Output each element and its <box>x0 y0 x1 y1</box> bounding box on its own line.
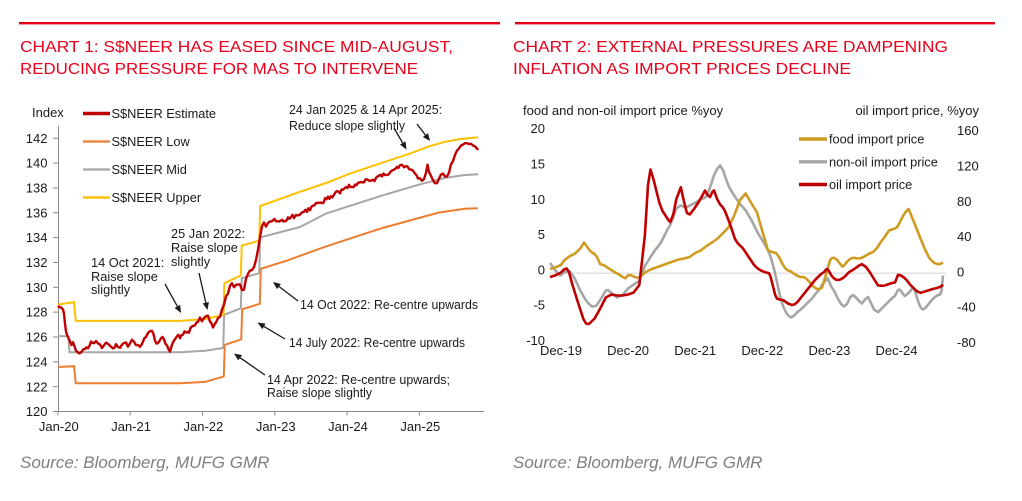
svg-text:5: 5 <box>538 227 545 242</box>
svg-text:128: 128 <box>26 305 48 320</box>
svg-text:15: 15 <box>531 157 545 172</box>
svg-text:Dec-24: Dec-24 <box>876 343 918 358</box>
svg-text:Jan-20: Jan-20 <box>39 419 79 434</box>
svg-text:oil import price, %yoy: oil import price, %yoy <box>855 103 979 118</box>
svg-text:40: 40 <box>957 229 971 244</box>
svg-text:130: 130 <box>26 280 48 295</box>
svg-text:REDUCING PRESSURE FOR MAS TO I: REDUCING PRESSURE FOR MAS TO INTERVENE <box>20 61 418 78</box>
svg-text:0: 0 <box>957 264 964 279</box>
svg-text:Index: Index <box>32 105 64 120</box>
svg-text:-5: -5 <box>533 298 545 313</box>
svg-text:134: 134 <box>26 230 48 245</box>
svg-text:14 Apr 2022: Re-centre upwards: 14 Apr 2022: Re-centre upwards; <box>267 372 450 387</box>
svg-text:Raise slope: Raise slope <box>91 269 158 284</box>
svg-text:Dec-21: Dec-21 <box>674 343 716 358</box>
svg-text:Jan-23: Jan-23 <box>256 419 296 434</box>
svg-text:25 Jan 2022:: 25 Jan 2022: <box>171 226 245 241</box>
svg-text:Dec-23: Dec-23 <box>808 343 850 358</box>
svg-text:Source: Bloomberg, MUFG GMR: Source: Bloomberg, MUFG GMR <box>513 453 762 472</box>
svg-text:Jan-24: Jan-24 <box>328 419 368 434</box>
svg-text:Reduce slope slightly: Reduce slope slightly <box>289 118 406 133</box>
svg-text:Dec-22: Dec-22 <box>741 343 783 358</box>
svg-text:-80: -80 <box>957 335 976 350</box>
svg-text:24 Jan 2025 & 14 Apr 2025:: 24 Jan 2025 & 14 Apr 2025: <box>289 102 442 117</box>
svg-text:20: 20 <box>531 121 545 136</box>
svg-text:14 Oct 2021:: 14 Oct 2021: <box>91 255 164 270</box>
svg-text:Source: Bloomberg, MUFG GMR: Source: Bloomberg, MUFG GMR <box>20 453 269 472</box>
svg-text:oil import price: oil import price <box>829 177 912 192</box>
svg-text:INFLATION AS IMPORT PRICES DEC: INFLATION AS IMPORT PRICES DECLINE <box>513 61 851 78</box>
svg-text:-10: -10 <box>526 333 545 348</box>
svg-text:S$NEER Mid: S$NEER Mid <box>112 162 187 177</box>
svg-text:160: 160 <box>957 123 979 138</box>
svg-text:14 July 2022: Re-centre upward: 14 July 2022: Re-centre upwards <box>289 335 465 350</box>
svg-text:Dec-20: Dec-20 <box>607 343 649 358</box>
svg-text:124: 124 <box>26 354 48 369</box>
svg-text:Dec-19: Dec-19 <box>540 343 582 358</box>
svg-text:Raise slope: Raise slope <box>171 240 238 255</box>
svg-text:slightly: slightly <box>91 282 131 297</box>
svg-text:138: 138 <box>26 181 48 196</box>
svg-text:non-oil import price: non-oil import price <box>829 154 938 169</box>
svg-text:CHART 2: EXTERNAL PRESSURES AR: CHART 2: EXTERNAL PRESSURES ARE DAMPENIN… <box>513 39 948 56</box>
svg-text:S$NEER Low: S$NEER Low <box>112 134 191 149</box>
svg-text:Jan-21: Jan-21 <box>111 419 151 434</box>
svg-text:10: 10 <box>531 192 545 207</box>
svg-text:120: 120 <box>26 404 48 419</box>
svg-text:0: 0 <box>538 262 545 277</box>
svg-text:CHART 1: S$NEER HAS EASED SINC: CHART 1: S$NEER HAS EASED SINCE MID-AUGU… <box>20 39 453 56</box>
svg-text:140: 140 <box>26 156 48 171</box>
svg-text:80: 80 <box>957 194 971 209</box>
svg-text:food import price: food import price <box>829 132 924 147</box>
svg-text:food and non-oil import price: food and non-oil import price %yoy <box>523 103 724 118</box>
svg-text:142: 142 <box>26 131 48 146</box>
svg-text:122: 122 <box>26 379 48 394</box>
svg-text:slightly: slightly <box>171 254 211 269</box>
svg-text:S$NEER Upper: S$NEER Upper <box>112 190 202 205</box>
svg-text:120: 120 <box>957 159 979 174</box>
svg-text:S$NEER Estimate: S$NEER Estimate <box>112 106 217 121</box>
svg-text:-40: -40 <box>957 300 976 315</box>
svg-text:14 Oct 2022: Re-centre upwards: 14 Oct 2022: Re-centre upwards <box>300 297 478 312</box>
svg-text:Jan-25: Jan-25 <box>400 419 440 434</box>
svg-text:132: 132 <box>26 255 48 270</box>
svg-text:Jan-22: Jan-22 <box>184 419 224 434</box>
svg-text:Raise slope slightly: Raise slope slightly <box>267 385 373 400</box>
svg-text:136: 136 <box>26 205 48 220</box>
svg-text:126: 126 <box>26 330 48 345</box>
